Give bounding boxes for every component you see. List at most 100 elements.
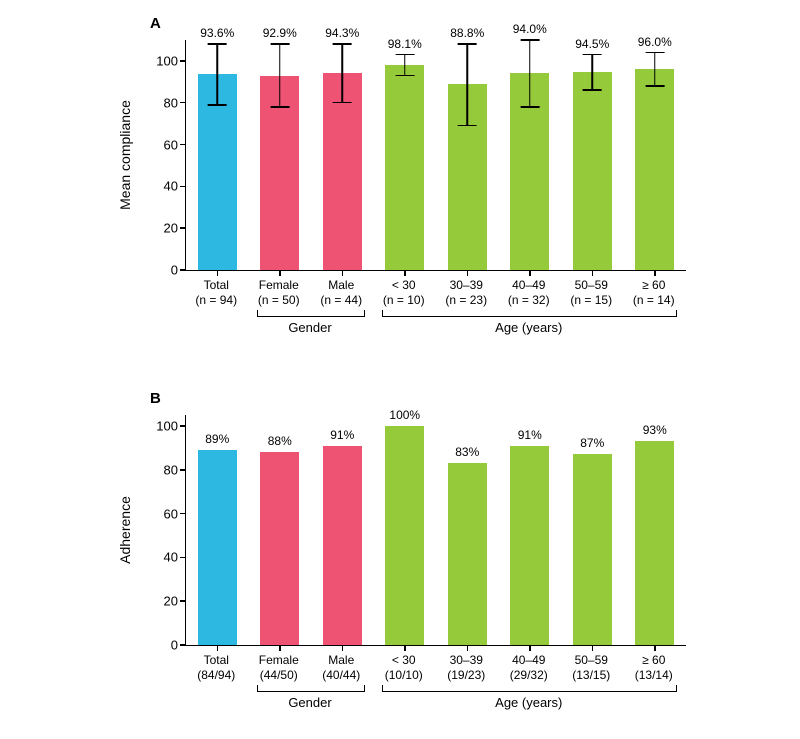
x-category-sublabel: (13/15) <box>572 668 610 682</box>
group-label: Age (years) <box>495 695 562 710</box>
bar-value-label: 98.1% <box>388 37 422 51</box>
x-category-label: 50–59 <box>575 278 608 292</box>
bar-total <box>198 450 237 645</box>
bar-value-label: 96.0% <box>638 35 672 49</box>
error-cap <box>333 43 352 45</box>
x-tick <box>654 270 656 276</box>
bar-value-label: 87% <box>580 436 604 450</box>
panelB-plot: 02040608010089%88%91%100%83%91%87%93% <box>185 415 686 646</box>
x-tick <box>654 645 656 651</box>
panel-label-B: B <box>150 390 161 407</box>
figure-root: A02040608010093.6%92.9%94.3%98.1%88.8%94… <box>0 0 800 739</box>
x-tick <box>404 270 406 276</box>
x-category-label: ≥ 60 <box>642 278 665 292</box>
bar-value-label: 94.3% <box>325 26 359 40</box>
error-cap <box>208 104 227 106</box>
bar-30_39 <box>448 463 487 645</box>
x-category-label: Female <box>259 653 299 667</box>
x-category-sublabel: (10/10) <box>385 668 423 682</box>
y-tick-label: 40 <box>164 179 186 194</box>
y-tick-label: 0 <box>171 638 186 653</box>
bar-lt30 <box>385 65 424 270</box>
error-bar <box>404 55 406 76</box>
bar-value-label: 91% <box>330 428 354 442</box>
x-category-label: < 30 <box>392 278 416 292</box>
panelA-y-axis-title: Mean compliance <box>117 100 133 210</box>
error-bar <box>342 44 344 103</box>
error-cap <box>458 125 477 127</box>
x-category-sublabel: (44/50) <box>260 668 298 682</box>
bar-lt30 <box>385 426 424 645</box>
panelB-y-axis-title: Adherence <box>117 496 133 564</box>
y-tick-label: 80 <box>164 462 186 477</box>
bar-value-label: 91% <box>518 428 542 442</box>
error-bar <box>529 40 531 107</box>
x-category-sublabel: (n = 32) <box>508 293 550 307</box>
y-tick-label: 80 <box>164 95 186 110</box>
x-category-label: Total <box>204 278 229 292</box>
bar-value-label: 94.5% <box>575 37 609 51</box>
y-tick-label: 0 <box>171 263 186 278</box>
y-tick-label: 20 <box>164 594 186 609</box>
x-tick <box>279 270 281 276</box>
group-label: Gender <box>288 320 331 335</box>
error-cap <box>270 106 289 108</box>
x-category-label: < 30 <box>392 653 416 667</box>
bar-value-label: 92.9% <box>263 26 297 40</box>
bar-value-label: 94.0% <box>513 22 547 36</box>
x-category-label: 40–49 <box>512 278 545 292</box>
x-tick <box>467 645 469 651</box>
x-category-sublabel: (n = 44) <box>320 293 362 307</box>
x-category-label: Total <box>204 653 229 667</box>
error-cap <box>270 43 289 45</box>
y-tick-label: 20 <box>164 221 186 236</box>
bar-value-label: 100% <box>389 408 420 422</box>
x-tick <box>404 645 406 651</box>
group-bracket <box>382 310 677 317</box>
bar-value-label: 83% <box>455 445 479 459</box>
group-bracket <box>257 685 364 692</box>
error-cap <box>520 39 539 41</box>
x-category-sublabel: (13/14) <box>635 668 673 682</box>
x-tick <box>342 270 344 276</box>
x-category-sublabel: (29/32) <box>510 668 548 682</box>
bar-value-label: 89% <box>205 432 229 446</box>
x-category-sublabel: (84/94) <box>197 668 235 682</box>
y-tick-label: 60 <box>164 506 186 521</box>
error-bar <box>279 44 281 107</box>
error-cap <box>645 85 664 87</box>
error-cap <box>333 102 352 104</box>
x-category-label: 40–49 <box>512 653 545 667</box>
x-tick <box>342 645 344 651</box>
x-tick <box>217 645 219 651</box>
error-cap <box>395 75 414 77</box>
x-tick <box>529 645 531 651</box>
y-tick-label: 100 <box>156 418 186 433</box>
x-tick <box>279 645 281 651</box>
error-cap <box>520 106 539 108</box>
group-label: Age (years) <box>495 320 562 335</box>
x-category-sublabel: (19/23) <box>447 668 485 682</box>
bar-40_49 <box>510 446 549 645</box>
bar-ge60 <box>635 441 674 645</box>
bar-value-label: 93% <box>643 423 667 437</box>
x-category-label: Male <box>328 653 354 667</box>
x-tick <box>592 270 594 276</box>
x-tick <box>529 270 531 276</box>
error-cap <box>583 54 602 56</box>
group-label: Gender <box>288 695 331 710</box>
x-category-label: ≥ 60 <box>642 653 665 667</box>
bar-male <box>323 446 362 645</box>
x-tick <box>217 270 219 276</box>
bar-value-label: 88% <box>268 434 292 448</box>
x-category-label: Female <box>259 278 299 292</box>
bar-value-label: 88.8% <box>450 26 484 40</box>
x-tick <box>467 270 469 276</box>
error-cap <box>583 89 602 91</box>
bar-female <box>260 452 299 645</box>
group-bracket <box>257 310 364 317</box>
x-category-label: Male <box>328 278 354 292</box>
x-category-sublabel: (n = 10) <box>383 293 425 307</box>
y-tick-label: 100 <box>156 53 186 68</box>
x-category-sublabel: (n = 14) <box>633 293 675 307</box>
